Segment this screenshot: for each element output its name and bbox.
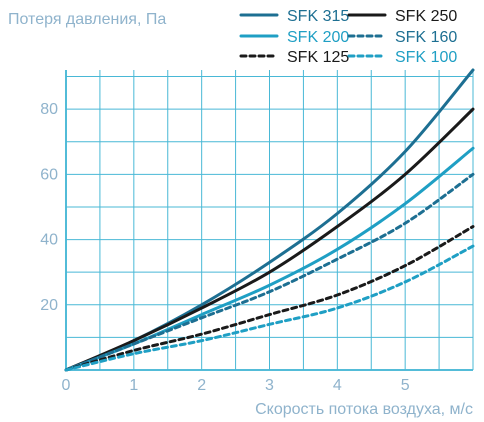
x-tick-label-2: 2 bbox=[197, 377, 206, 394]
legend-label-sfk-160: SFK 160 bbox=[395, 29, 457, 46]
legend-item-sfk-160: SFK 160 bbox=[347, 29, 457, 46]
x-tick-label-3: 3 bbox=[265, 377, 274, 394]
series-line-sfk-160 bbox=[64, 172, 475, 372]
tick-layer: 0 1 2 3 4 5 20 40 60 80 bbox=[40, 101, 410, 394]
series-layer bbox=[64, 68, 475, 372]
series-line-sfk-250 bbox=[64, 107, 475, 372]
y-tick-label-2: 60 bbox=[40, 166, 58, 183]
legend-item-sfk-200: SFK 200 bbox=[239, 29, 349, 46]
y-tick-label-3: 80 bbox=[40, 101, 58, 118]
x-tick-label-1: 1 bbox=[129, 377, 138, 394]
series-line-sfk-100 bbox=[64, 244, 475, 372]
y-axis-title: Потеря давления, Па bbox=[8, 11, 166, 28]
x-axis-title: Скорость потока воздуха, м/с bbox=[255, 401, 473, 418]
legend-item-sfk-100: SFK 100 bbox=[347, 49, 457, 66]
y-tick-label-1: 40 bbox=[40, 232, 58, 249]
legend-item-sfk-125: SFK 125 bbox=[239, 49, 349, 66]
legend-item-sfk-250: SFK 250 bbox=[347, 8, 457, 25]
series-line-sfk-125 bbox=[64, 225, 475, 372]
legend-label-sfk-100: SFK 100 bbox=[395, 49, 457, 66]
x-tick-label-0: 0 bbox=[62, 377, 71, 394]
legend-layer: SFK 315 SFK 250 SFK 200 SFK 160 SFK 125 SFK 1… bbox=[239, 8, 457, 66]
x-tick-label-4: 4 bbox=[333, 377, 342, 394]
grid-layer bbox=[65, 70, 474, 371]
legend-label-sfk-315: SFK 315 bbox=[287, 8, 349, 25]
x-tick-label-5: 5 bbox=[401, 377, 410, 394]
legend-label-sfk-250: SFK 250 bbox=[395, 8, 457, 25]
legend-label-sfk-200: SFK 200 bbox=[287, 29, 349, 46]
y-tick-label-0: 20 bbox=[40, 297, 58, 314]
legend-label-sfk-125: SFK 125 bbox=[287, 49, 349, 66]
legend-item-sfk-315: SFK 315 bbox=[239, 8, 349, 25]
